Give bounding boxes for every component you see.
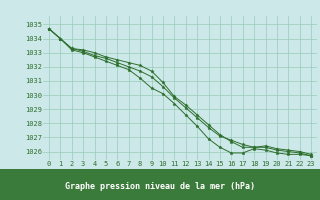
Text: Graphe pression niveau de la mer (hPa): Graphe pression niveau de la mer (hPa) — [65, 182, 255, 191]
